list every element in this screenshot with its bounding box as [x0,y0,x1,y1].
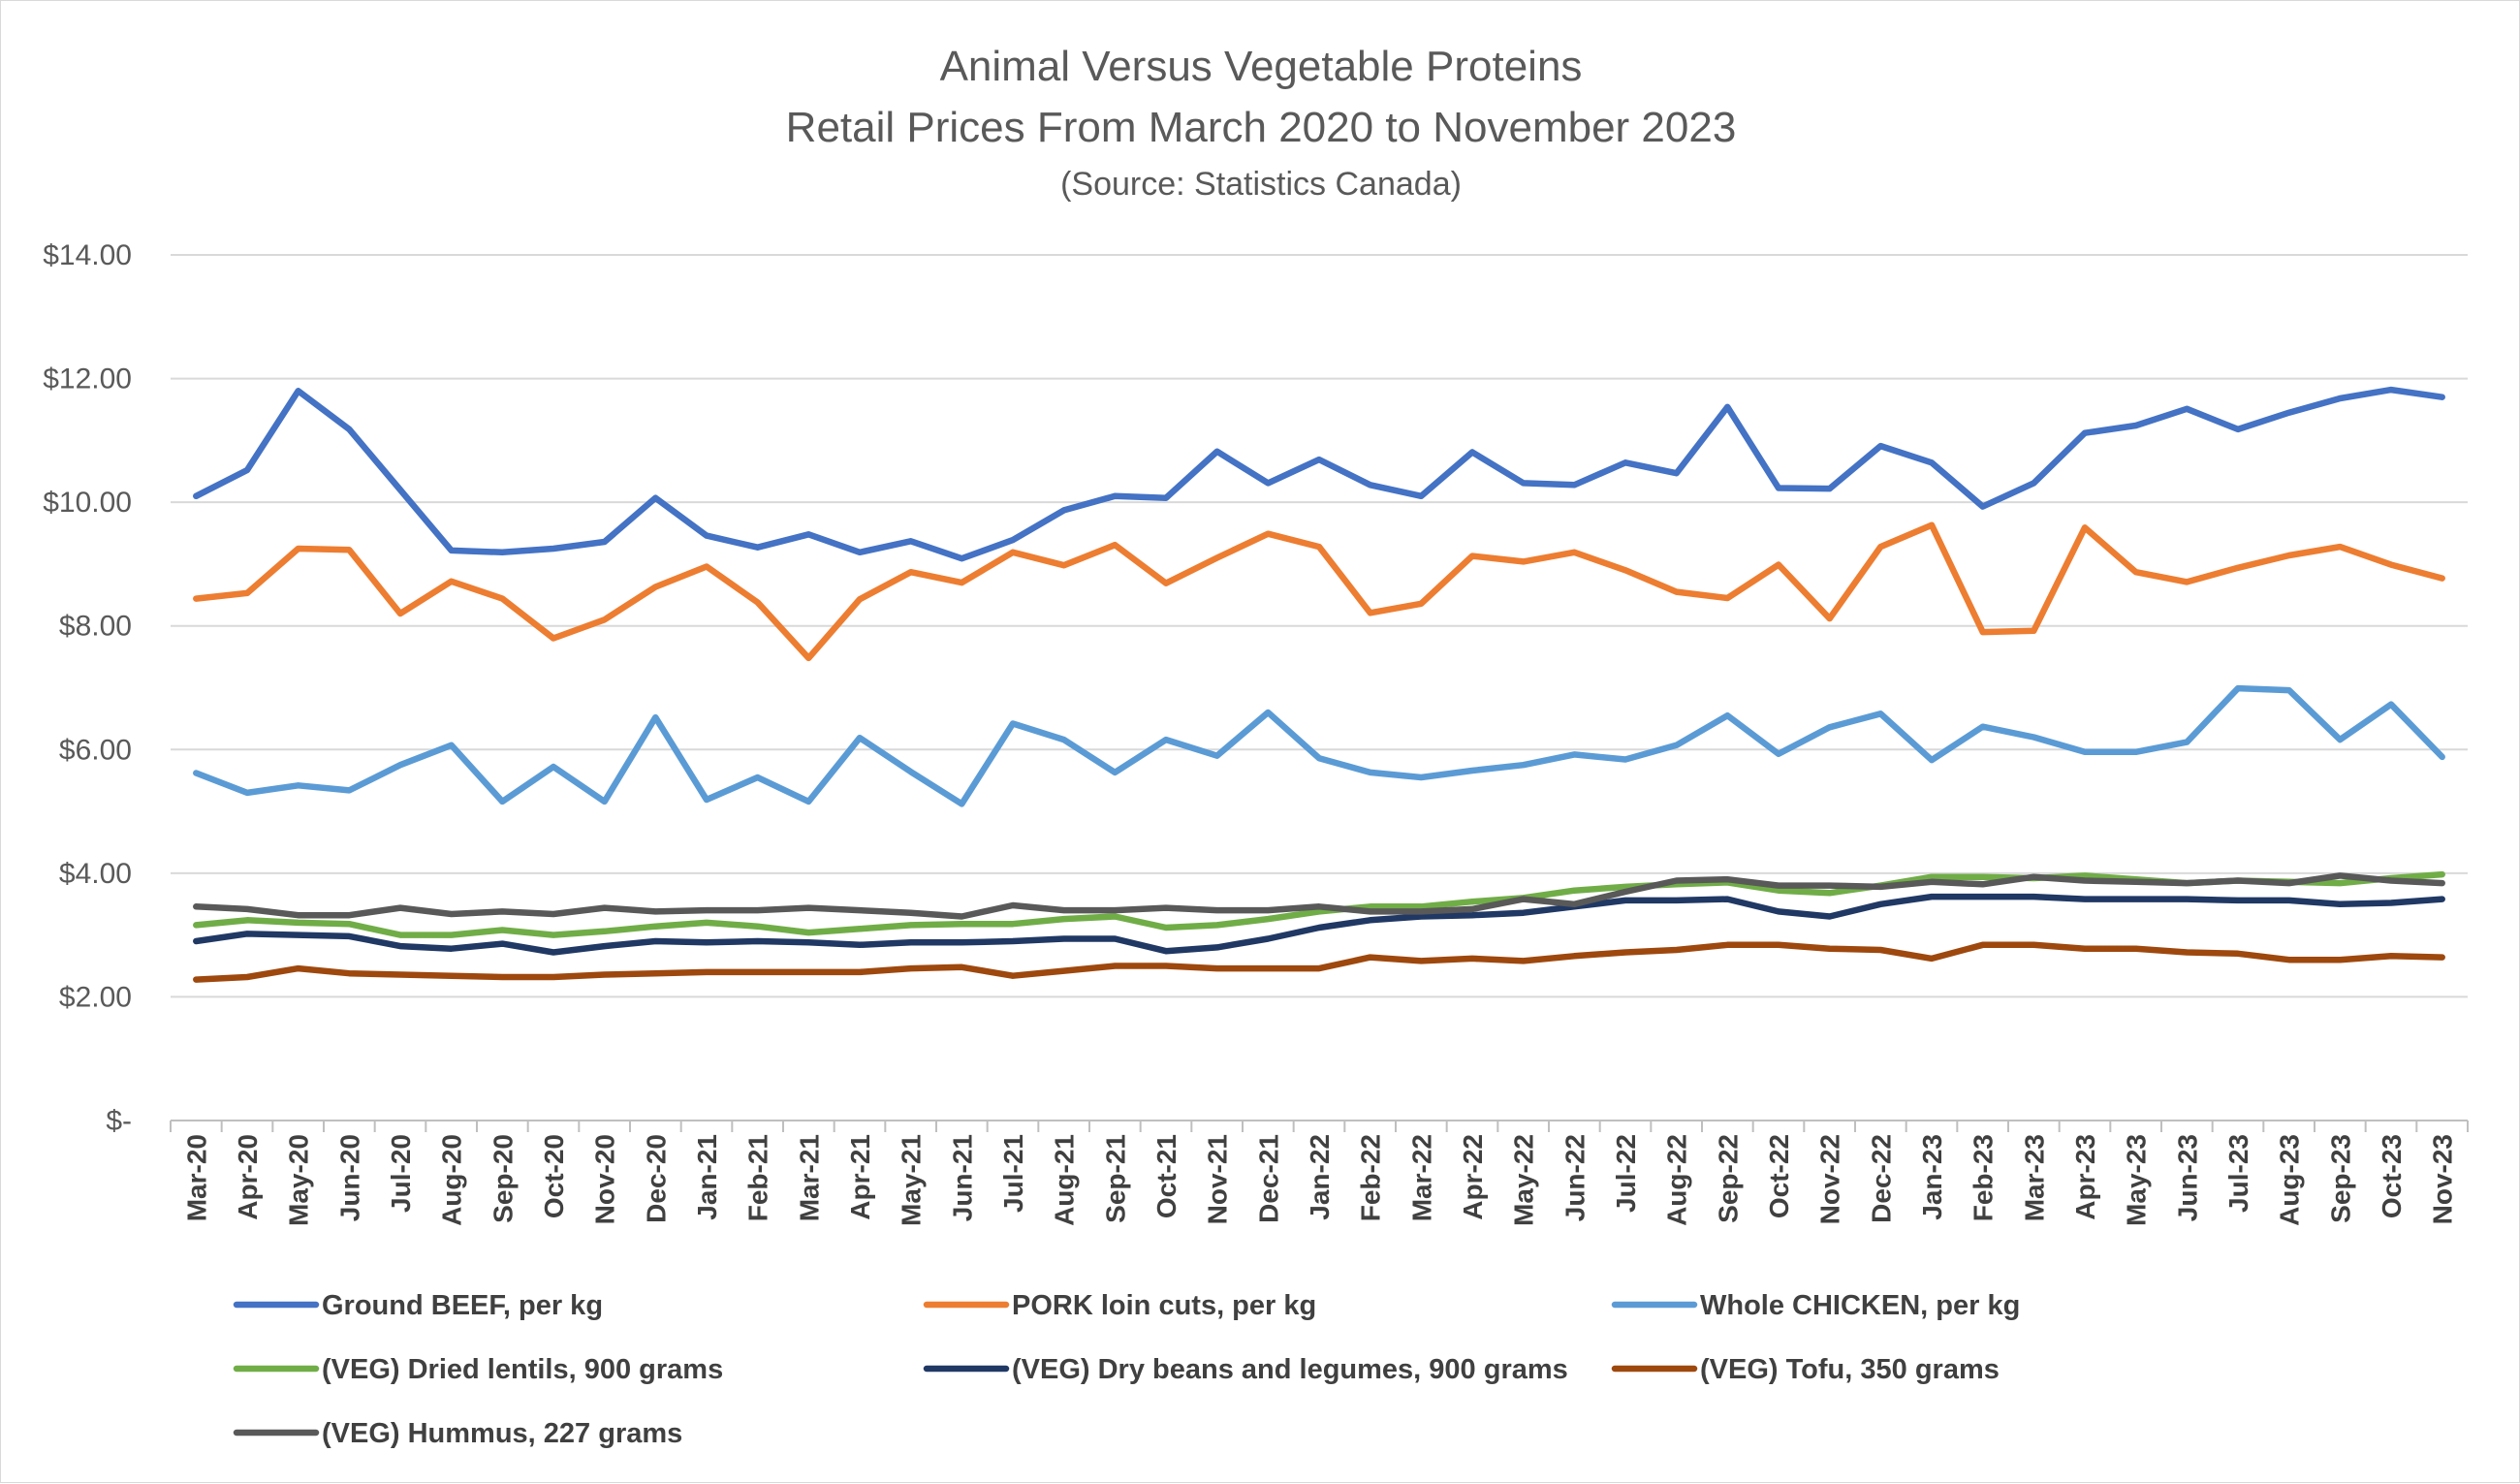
y-tick-label: $10.00 [43,487,132,519]
series-line-1 [193,386,2445,562]
x-tick-label: Apr-20 [233,1134,263,1220]
x-tick-label: Sep-21 [1100,1134,1130,1223]
series-line-7 [193,872,2445,920]
x-tick-label: Mar-20 [181,1134,211,1221]
x-tick-label: Apr-22 [1458,1134,1488,1220]
x-tick-label: Dec-20 [641,1134,671,1223]
legend-label: (VEG) Dry beans and legumes, 900 grams [1012,1354,1568,1385]
x-tick-label: Jun-20 [334,1134,364,1221]
y-tick-label: $4.00 [59,858,132,890]
gridlines [171,254,2468,1121]
x-tick-label: Jul-21 [998,1134,1028,1213]
series-line-6 [193,941,2445,983]
x-tick-label: Aug-22 [1662,1134,1692,1226]
legend-label: (VEG) Tofu, 350 grams [1700,1354,2000,1385]
x-tick-label: May-23 [2122,1134,2152,1226]
x-tick-label: Dec-22 [1866,1134,1896,1223]
y-tick-label: $6.00 [59,734,132,766]
y-axis: $- $2.00 $4.00 $6.00 $8.00 $10.00 $12.00 $14.00 [43,239,132,1137]
x-tick-label: Jul-22 [1611,1134,1641,1213]
x-axis: Mar-20 Apr-20 May-20 Jun-20 Jul-20 Aug-20 Sep-… [170,1121,2469,1226]
series-line-3 [193,684,2445,807]
x-tick-label: Sep-23 [2325,1134,2355,1223]
legend-label: (VEG) Hummus, 227 grams [322,1418,682,1449]
x-tick-label: Dec-21 [1253,1134,1283,1223]
x-tick-label: Oct-20 [539,1134,569,1218]
series-line-5 [193,893,2445,956]
x-tick-label: Jan-23 [1917,1134,1947,1220]
legend-label: PORK loin cuts, per kg [1012,1290,1316,1321]
x-tick-label: Nov-21 [1203,1134,1233,1224]
x-tick-label: Oct-22 [1764,1134,1794,1218]
x-tick-label: Oct-21 [1151,1134,1181,1218]
legend-label: Ground BEEF, per kg [322,1290,603,1321]
x-tick-label: Jun-21 [947,1134,977,1221]
x-tick-label: Mar-23 [2019,1134,2049,1221]
x-tick-label: Sep-22 [1713,1134,1743,1223]
legend-label: Whole CHICKEN, per kg [1700,1290,2020,1321]
x-tick-label: Aug-23 [2275,1134,2305,1226]
x-tick-label: Feb-23 [1969,1134,1999,1221]
x-tick-label: May-21 [897,1134,927,1226]
x-tick-label: Feb-22 [1356,1134,1386,1221]
x-tick-label: Nov-23 [2428,1134,2458,1224]
x-tick-label: Apr-23 [2070,1134,2100,1220]
x-tick-label: Jul-20 [386,1134,416,1213]
chart-subtitle: Retail Prices From March 2020 to Novembe… [786,104,1737,151]
x-tick-label: Jan-22 [1305,1134,1335,1220]
x-tick-label: Mar-22 [1406,1134,1436,1221]
x-tick-label: Nov-20 [590,1134,620,1224]
y-tick-label: $2.00 [59,981,132,1013]
x-tick-label: Jul-23 [2223,1134,2253,1213]
x-tick-label: Jun-22 [1559,1134,1590,1221]
x-tick-label: Nov-22 [1815,1134,1845,1224]
x-tick-label: Aug-20 [437,1134,467,1226]
x-tick-label: Jun-23 [2172,1134,2202,1221]
x-tick-label: Oct-23 [2377,1134,2407,1218]
series-line-2 [193,521,2445,662]
x-tick-label: Apr-21 [845,1134,875,1220]
y-tick-label: $14.00 [43,239,132,271]
y-tick-label: $8.00 [59,611,132,643]
series-lines [193,386,2445,983]
x-tick-label: Aug-21 [1050,1134,1080,1226]
x-tick-label: Mar-21 [794,1134,824,1221]
x-tick-label: May-20 [284,1134,314,1226]
legend-label: (VEG) Dried lentils, 900 grams [322,1354,723,1385]
x-tick-label: May-22 [1509,1134,1539,1226]
y-tick-label: $12.00 [43,363,132,395]
y-tick-label: $- [106,1105,132,1137]
x-tick-label: Jan-21 [692,1134,722,1220]
chart-source: (Source: Statistics Canada) [1060,166,1462,203]
x-tick-label: Feb-21 [743,1134,773,1221]
legend: Ground BEEF, per kg PORK loin cuts, per k… [233,1290,2020,1449]
chart-title: Animal Versus Vegetable Proteins [940,43,1583,90]
x-tick-label: Sep-20 [488,1134,518,1223]
